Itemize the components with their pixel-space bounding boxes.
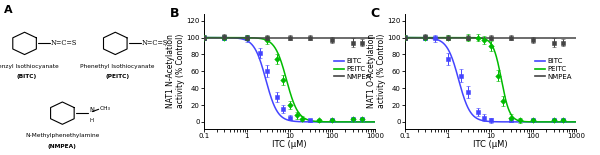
Text: H: H — [89, 118, 94, 123]
Text: Benzyl Isothiocyanate: Benzyl Isothiocyanate — [0, 64, 59, 69]
Text: Phenethyl Isothiocyanate: Phenethyl Isothiocyanate — [80, 64, 154, 69]
Legend: BITC, PEITC, NMPEA: BITC, PEITC, NMPEA — [331, 55, 373, 82]
Text: A: A — [4, 5, 13, 15]
X-axis label: ITC (μM): ITC (μM) — [272, 140, 307, 149]
X-axis label: ITC (μM): ITC (μM) — [473, 140, 508, 149]
Text: (NMPEA): (NMPEA) — [48, 144, 77, 149]
Text: (BITC): (BITC) — [16, 74, 37, 79]
Text: B: B — [170, 7, 179, 20]
Text: CH₃: CH₃ — [99, 106, 110, 111]
Text: (PEITC): (PEITC) — [105, 74, 129, 79]
Y-axis label: NAT1 O-Acetylation
activity (% Control): NAT1 O-Acetylation activity (% Control) — [367, 34, 386, 108]
Text: N: N — [89, 107, 94, 113]
Text: C: C — [371, 7, 380, 20]
Y-axis label: NAT1 N-Acetylation
activity (% Control): NAT1 N-Acetylation activity (% Control) — [166, 34, 185, 108]
Text: N=C=S: N=C=S — [50, 39, 77, 47]
Legend: BITC, PEITC, NMPEA: BITC, PEITC, NMPEA — [532, 55, 574, 82]
Text: N-Methylphenethylamine: N-Methylphenethylamine — [25, 133, 100, 138]
Text: N=C=S: N=C=S — [142, 39, 168, 47]
